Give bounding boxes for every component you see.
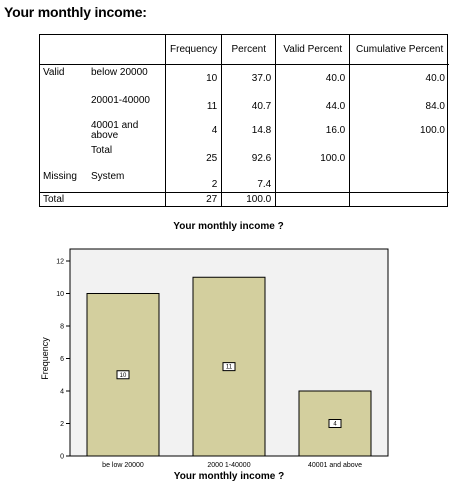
cell-cumulative-percent: 40.0 [349, 64, 449, 93]
data-label: 10 [120, 373, 127, 379]
data-label-box [328, 419, 342, 428]
row-label: below 20000 [91, 67, 148, 78]
table-row: 40001 and above 4 14.8 16.0 100.0 [39, 118, 449, 145]
col-header-frequency: Frequency [164, 34, 222, 65]
y-tick-label: 4 [60, 389, 64, 396]
row-group: Total [39, 192, 87, 207]
y-tick-label: 2 [60, 421, 64, 428]
header-group-cell [39, 34, 87, 65]
row-label [87, 192, 166, 207]
cell-percent: 40.7 [221, 92, 276, 119]
x-tick-label: be low 20000 [102, 462, 144, 469]
table-row: Missing System 2 7.4 [39, 168, 449, 193]
data-label: 11 [226, 365, 233, 371]
x-tick-label: 2000 1-40000 [207, 462, 250, 469]
cell-cumulative-percent: 84.0 [349, 92, 449, 119]
row-label: Total [91, 144, 113, 156]
col-header-valid-percent: Valid Percent [275, 34, 350, 65]
table-row: 20001-40000 11 40.7 44.0 84.0 [39, 92, 449, 119]
col-header-cumulative-percent: Cumulative Percent [349, 34, 449, 65]
table-header-row: Frequency Percent Valid Percent Cumulati… [39, 34, 449, 65]
cell-valid-percent [275, 168, 350, 193]
row-label: 40001 and above [91, 119, 139, 141]
y-tick-label: 10 [56, 291, 64, 298]
cell-frequency: 4 [164, 118, 222, 145]
cell-percent: 92.6 [221, 144, 276, 169]
col-header-percent: Percent [221, 34, 276, 65]
frequency-table: Frequency Percent Valid Percent Cumulati… [39, 34, 449, 207]
cell-frequency: 2 [164, 168, 222, 193]
cell-cumulative-percent [349, 168, 449, 193]
cell-frequency: 10 [164, 64, 222, 93]
cell-cumulative-percent [349, 192, 449, 207]
row-label: 20001-40000 [91, 94, 150, 106]
table-row: Valid below 20000 10 37.0 40.0 40.0 [39, 64, 449, 93]
cell-percent: 14.8 [221, 118, 276, 145]
cell-valid-percent: 40.0 [275, 64, 350, 93]
cell-cumulative-percent: 100.0 [349, 118, 449, 145]
y-tick-label: 8 [60, 324, 64, 331]
cell-valid-percent [275, 192, 350, 207]
table-row: Total 25 92.6 100.0 [39, 144, 449, 169]
cell-percent: 7.4 [221, 168, 276, 193]
y-tick-label: 12 [56, 259, 64, 266]
cell-percent: 37.0 [221, 64, 276, 93]
row-group: Valid [43, 67, 65, 78]
row-label: System [91, 170, 125, 182]
x-axis-label: Your monthly income ? [174, 471, 284, 482]
chart-title: Your monthly income ? [173, 221, 284, 232]
x-tick-label: 40001 and above [308, 462, 362, 469]
table-row: Total 27 100.0 [39, 192, 449, 207]
row-group: Missing [43, 170, 77, 182]
header-label-cell [87, 34, 166, 65]
cell-valid-percent: 100.0 [275, 144, 350, 169]
page-heading: Your monthly income: [4, 4, 147, 20]
cell-valid-percent: 44.0 [275, 92, 350, 119]
data-label-box [116, 370, 130, 380]
cell-frequency: 25 [164, 144, 222, 169]
cell-frequency: 11 [164, 92, 222, 119]
cell-frequency: 27 [164, 192, 222, 207]
cell-percent: 100.0 [221, 192, 276, 207]
data-label-box [222, 362, 236, 372]
y-tick-label: 6 [60, 356, 64, 363]
data-label: 4 [333, 422, 337, 428]
y-tick-label: 0 [60, 454, 64, 461]
y-axis-label: Frequency [40, 337, 50, 380]
cell-cumulative-percent [349, 144, 449, 169]
cell-valid-percent: 16.0 [275, 118, 350, 145]
